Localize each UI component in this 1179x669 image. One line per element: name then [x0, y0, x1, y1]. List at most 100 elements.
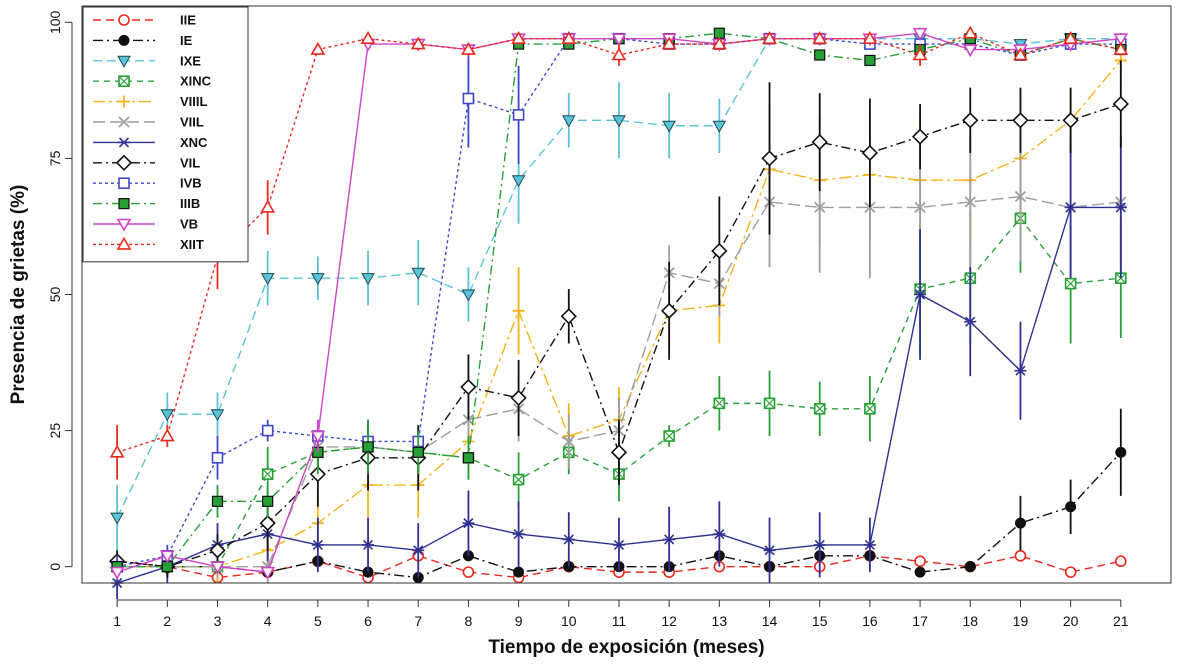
data-point	[512, 109, 525, 121]
x-tick-label: 14	[762, 613, 778, 629]
data-point	[914, 289, 927, 300]
legend-item: IIIB	[93, 196, 200, 211]
data-point	[362, 539, 375, 550]
data-point	[911, 128, 929, 145]
data-point	[211, 495, 224, 507]
x-tick-label: 8	[465, 613, 473, 629]
data-point	[512, 528, 525, 540]
data-point	[412, 446, 424, 458]
data-point	[361, 273, 375, 286]
legend-marker	[117, 55, 131, 68]
data-point	[460, 378, 477, 396]
data-point	[109, 444, 125, 458]
data-point	[863, 539, 876, 550]
data-point	[661, 302, 678, 319]
data-point	[510, 389, 527, 407]
data-point	[1014, 517, 1026, 529]
data-point	[914, 201, 926, 214]
series-line	[116, 37, 1121, 568]
marker-cross	[814, 403, 826, 415]
data-point	[1014, 365, 1027, 376]
marker-cross	[764, 397, 775, 409]
data-point	[462, 452, 475, 464]
legend-label: IVB	[180, 176, 202, 191]
data-point	[561, 31, 577, 44]
x-tick-label: 3	[214, 613, 222, 629]
data-point	[562, 534, 575, 545]
data-point	[159, 550, 175, 564]
legend-item: VIIL	[93, 115, 204, 130]
data-point	[209, 542, 226, 559]
data-point	[260, 199, 276, 213]
legend-label: XIIT	[180, 237, 204, 252]
data-point	[259, 514, 276, 532]
x-tick-label: 4	[264, 613, 272, 629]
legend-item: IVB	[93, 176, 202, 191]
data-point	[513, 566, 525, 578]
series-line	[116, 37, 1121, 518]
x-tick-label: 1	[113, 613, 121, 629]
marker-cross	[513, 474, 525, 485]
data-point	[262, 495, 274, 507]
legend-label: IIIB	[180, 196, 200, 211]
data-point	[109, 566, 125, 580]
legend-item: XIIT	[93, 236, 204, 252]
data-point	[711, 242, 728, 260]
legend-label: VB	[180, 217, 198, 232]
data-point	[712, 120, 727, 133]
data-point	[762, 31, 777, 44]
marker-cross	[713, 397, 725, 409]
plot-frame	[81, 5, 1172, 584]
data-point	[611, 33, 627, 47]
data-point	[663, 534, 676, 545]
data-point	[864, 54, 876, 67]
x-tick-label: 15	[812, 613, 828, 629]
x-tick-label: 13	[712, 613, 728, 629]
legend-item: IE	[93, 33, 193, 48]
data-point	[914, 555, 926, 568]
data-point	[864, 403, 876, 415]
data-point	[1114, 202, 1127, 213]
data-point	[511, 31, 526, 44]
legend-marker	[118, 95, 130, 108]
data-point	[912, 27, 928, 41]
data-point	[310, 430, 326, 444]
y-tick-label: 75	[47, 150, 63, 166]
legend-label: VIIIL	[180, 94, 208, 109]
legend-label: IE	[180, 33, 193, 48]
data-point	[814, 201, 826, 214]
data-point	[260, 273, 275, 286]
series-layer	[108, 25, 1129, 600]
data-point	[560, 308, 577, 325]
data-point	[761, 150, 778, 167]
data-point	[1065, 501, 1077, 513]
marker-cross	[262, 468, 274, 480]
data-point	[261, 468, 274, 480]
data-point	[914, 566, 926, 578]
data-point	[711, 36, 727, 50]
data-point	[511, 175, 526, 188]
data-point	[1113, 33, 1129, 47]
data-point	[1063, 31, 1079, 44]
legend-marker	[118, 137, 130, 148]
data-point	[512, 473, 525, 486]
legend-marker	[118, 198, 130, 210]
data-point	[411, 267, 426, 280]
data-point	[662, 120, 677, 133]
series-line	[117, 103, 1122, 568]
data-point	[612, 115, 626, 128]
legend-item: IIE	[93, 13, 196, 28]
data-point	[962, 44, 978, 58]
series-line	[117, 217, 1121, 568]
data-point	[812, 31, 828, 44]
data-point	[1064, 566, 1077, 578]
data-point	[211, 452, 224, 464]
y-axis-title: Presencia de grietas (%)	[8, 185, 29, 405]
data-point	[661, 36, 677, 50]
data-point	[962, 112, 979, 129]
data-point	[813, 403, 826, 415]
data-point	[1014, 190, 1027, 203]
data-point	[261, 424, 274, 437]
legend-item: IXE	[93, 53, 201, 68]
data-point	[561, 115, 576, 128]
